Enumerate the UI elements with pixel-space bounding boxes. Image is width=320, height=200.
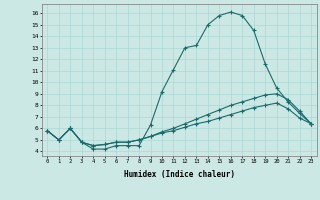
X-axis label: Humidex (Indice chaleur): Humidex (Indice chaleur) xyxy=(124,170,235,179)
